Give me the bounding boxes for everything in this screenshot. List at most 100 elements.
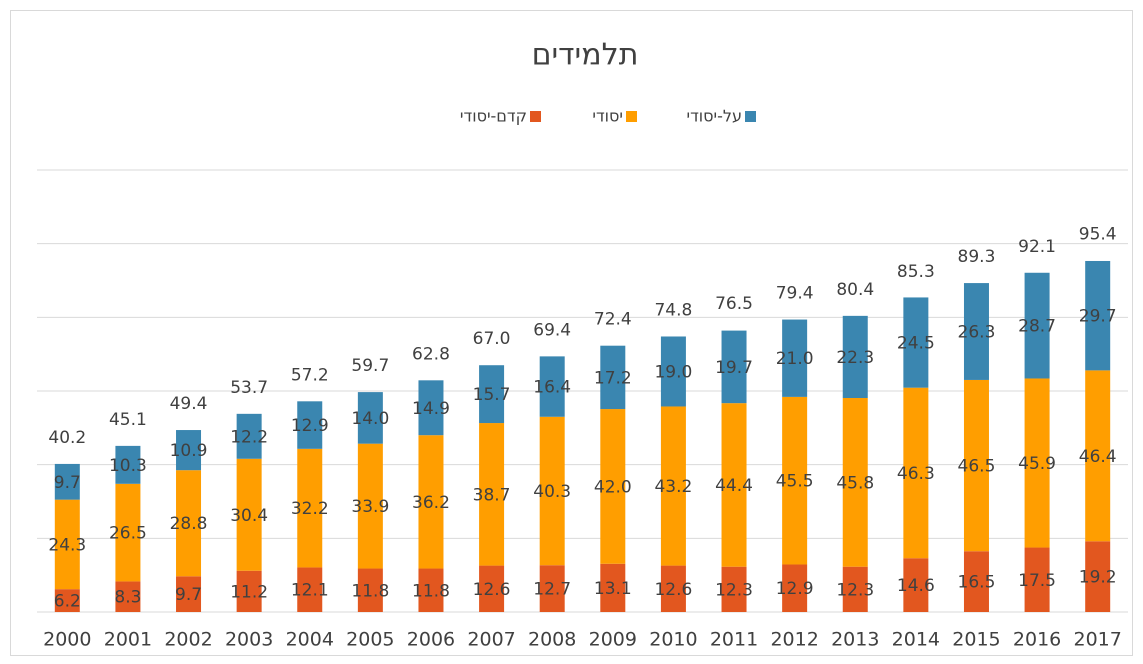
x-tick-label: 2004	[286, 629, 334, 651]
x-tick-label: 2015	[952, 629, 1000, 651]
bar-segment	[1024, 547, 1050, 612]
data-label: 24.5	[897, 334, 935, 354]
bar-segment	[903, 297, 929, 388]
bar-segment	[418, 380, 444, 436]
bar-segment	[418, 568, 444, 612]
data-label: 46.4	[1079, 447, 1117, 467]
data-label: 42.0	[594, 477, 632, 497]
data-label: 28.8	[170, 514, 208, 534]
bar-segment	[963, 379, 989, 552]
bar-segment	[115, 581, 141, 612]
x-tick-label: 2010	[649, 629, 697, 651]
data-label: 11.2	[230, 582, 268, 602]
x-tick-label: 2006	[407, 629, 455, 651]
bar-segment	[660, 406, 686, 566]
bar-segment	[176, 576, 202, 612]
bar-segment	[782, 396, 808, 565]
data-label: 12.2	[230, 427, 268, 447]
bar-segment	[357, 443, 383, 569]
bar-segment	[236, 413, 262, 459]
data-label: 43.2	[654, 477, 692, 497]
data-label: 12.1	[291, 581, 329, 601]
bar-segment	[418, 435, 444, 569]
data-label: 12.3	[836, 580, 874, 600]
bar-segment	[600, 563, 626, 612]
x-tick-label: 2009	[589, 629, 637, 651]
total-label: 62.8	[412, 345, 450, 365]
data-label: 6.2	[54, 592, 81, 612]
data-label: 14.9	[412, 399, 450, 419]
total-label: 69.4	[533, 320, 571, 340]
bar-segment	[297, 448, 323, 568]
data-label: 9.7	[175, 585, 202, 605]
data-label: 36.2	[412, 493, 450, 513]
total-label: 80.4	[836, 280, 874, 300]
bar-segment	[721, 330, 747, 404]
data-label: 12.3	[715, 580, 753, 600]
data-label: 12.6	[654, 580, 692, 600]
data-label: 8.3	[114, 588, 141, 608]
data-label: 19.2	[1079, 568, 1117, 588]
data-label: 46.5	[958, 457, 996, 477]
data-label: 12.9	[776, 579, 814, 599]
bar-segment	[539, 356, 565, 417]
data-label: 26.3	[958, 323, 996, 343]
bar-segment	[1024, 378, 1050, 548]
bar-segment	[600, 345, 626, 410]
data-label: 33.9	[351, 497, 389, 517]
bar-segment	[357, 392, 383, 444]
legend-label: יסודי	[592, 107, 623, 126]
bar-segment	[54, 463, 80, 500]
bar-segment	[357, 568, 383, 612]
data-label: 12.7	[533, 580, 571, 600]
data-label: 15.7	[473, 385, 511, 405]
bar-segment	[236, 570, 262, 612]
data-label: 28.7	[1018, 317, 1056, 337]
bar-segment	[176, 430, 202, 471]
x-tick-label: 2013	[831, 629, 879, 651]
total-label: 74.8	[654, 300, 692, 320]
bar-segment	[660, 336, 686, 407]
legend-swatch	[530, 111, 541, 122]
data-label: 14.6	[897, 576, 935, 596]
total-label: 89.3	[958, 247, 996, 267]
data-label: 11.8	[412, 581, 450, 601]
bar-segment	[660, 565, 686, 612]
total-label: 67.0	[473, 329, 511, 349]
x-tick-label: 2008	[528, 629, 576, 651]
data-label: 45.5	[776, 472, 814, 492]
data-label: 30.4	[230, 506, 268, 526]
data-label: 32.2	[291, 499, 329, 519]
bar-segment	[297, 567, 323, 612]
x-tick-label: 2017	[1074, 629, 1122, 651]
legend-label: קדם-יסודי	[460, 107, 527, 126]
bar-segment	[842, 315, 868, 398]
bar-segment	[963, 551, 989, 612]
chart-title: תלמידים	[532, 38, 639, 73]
data-label: 45.8	[836, 473, 874, 493]
x-tick-label: 2012	[770, 629, 818, 651]
bar-segment	[479, 365, 505, 424]
bar-segment	[963, 283, 989, 380]
x-tick-label: 2002	[164, 629, 212, 651]
data-label: 26.5	[109, 524, 147, 544]
bar-segment	[54, 589, 80, 612]
data-label: 44.4	[715, 476, 753, 496]
bar-segment	[721, 403, 747, 567]
bar-segment	[176, 470, 202, 577]
data-label: 16.4	[533, 378, 571, 398]
data-label: 45.9	[1018, 454, 1056, 474]
total-label: 57.2	[291, 365, 329, 385]
bar-segment	[842, 566, 868, 612]
bar-segment	[782, 564, 808, 612]
data-label: 19.7	[715, 358, 753, 378]
total-label: 49.4	[170, 394, 208, 414]
data-label: 46.3	[897, 464, 935, 484]
legend-label: על-יסודי	[686, 107, 742, 126]
data-label: 9.7	[54, 473, 81, 493]
bar-segment	[782, 319, 808, 397]
data-label: 12.6	[473, 580, 511, 600]
data-label: 17.2	[594, 368, 632, 388]
total-label: 95.4	[1079, 225, 1117, 245]
total-label: 59.7	[351, 356, 389, 376]
